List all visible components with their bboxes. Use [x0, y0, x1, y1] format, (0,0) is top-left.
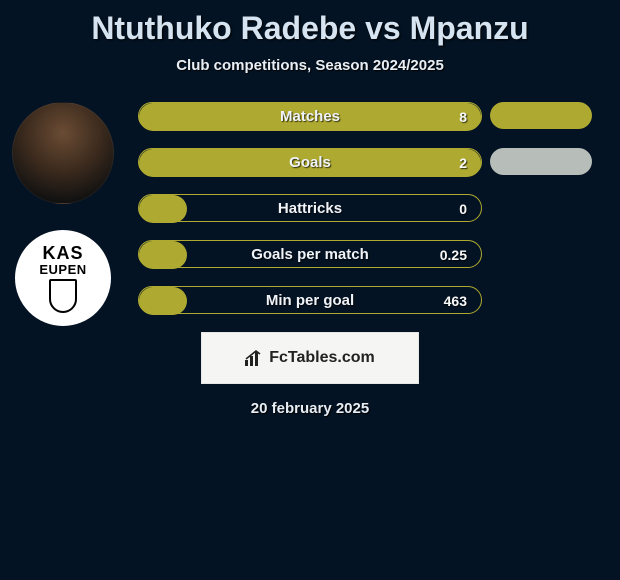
club-badge-line1: KAS: [42, 243, 83, 264]
stat-row: Min per goal463: [138, 286, 482, 314]
page-title: Ntuthuko Radebe vs Mpanzu: [0, 0, 620, 47]
chart-icon: [245, 350, 263, 366]
player-avatar: [12, 102, 114, 204]
stat-label: Hattricks: [139, 195, 481, 223]
stat-label: Goals: [139, 149, 481, 177]
stat-label: Goals per match: [139, 241, 481, 269]
brand-text: FcTables.com: [269, 349, 375, 367]
brand-box[interactable]: FcTables.com: [201, 332, 419, 384]
player-column: KAS EUPEN: [8, 102, 118, 326]
stat-value: 0: [459, 195, 467, 223]
stat-value: 8: [459, 103, 467, 131]
comparison-pill: [490, 148, 592, 175]
stat-label: Matches: [139, 103, 481, 131]
stat-row: Goals per match0.25: [138, 240, 482, 268]
stat-value: 2: [459, 149, 467, 177]
club-crest-icon: [49, 279, 77, 313]
subtitle: Club competitions, Season 2024/2025: [0, 57, 620, 74]
club-badge: KAS EUPEN: [15, 230, 111, 326]
comparison-pill: [490, 102, 592, 129]
stat-row: Matches8: [138, 102, 482, 130]
comparison-stage: KAS EUPEN Matches8 Goals2 Hattricks0 Goals …: [0, 102, 620, 314]
club-badge-line2: EUPEN: [39, 262, 86, 277]
stat-row: Goals2: [138, 148, 482, 176]
stat-value: 0.25: [440, 241, 467, 269]
stats-rows: Matches8Goals2Hattricks0Goals per match0…: [138, 102, 482, 314]
footer-date: 20 february 2025: [0, 400, 620, 417]
stat-label: Min per goal: [139, 287, 481, 315]
stat-row: Hattricks0: [138, 194, 482, 222]
stat-value: 463: [444, 287, 467, 315]
